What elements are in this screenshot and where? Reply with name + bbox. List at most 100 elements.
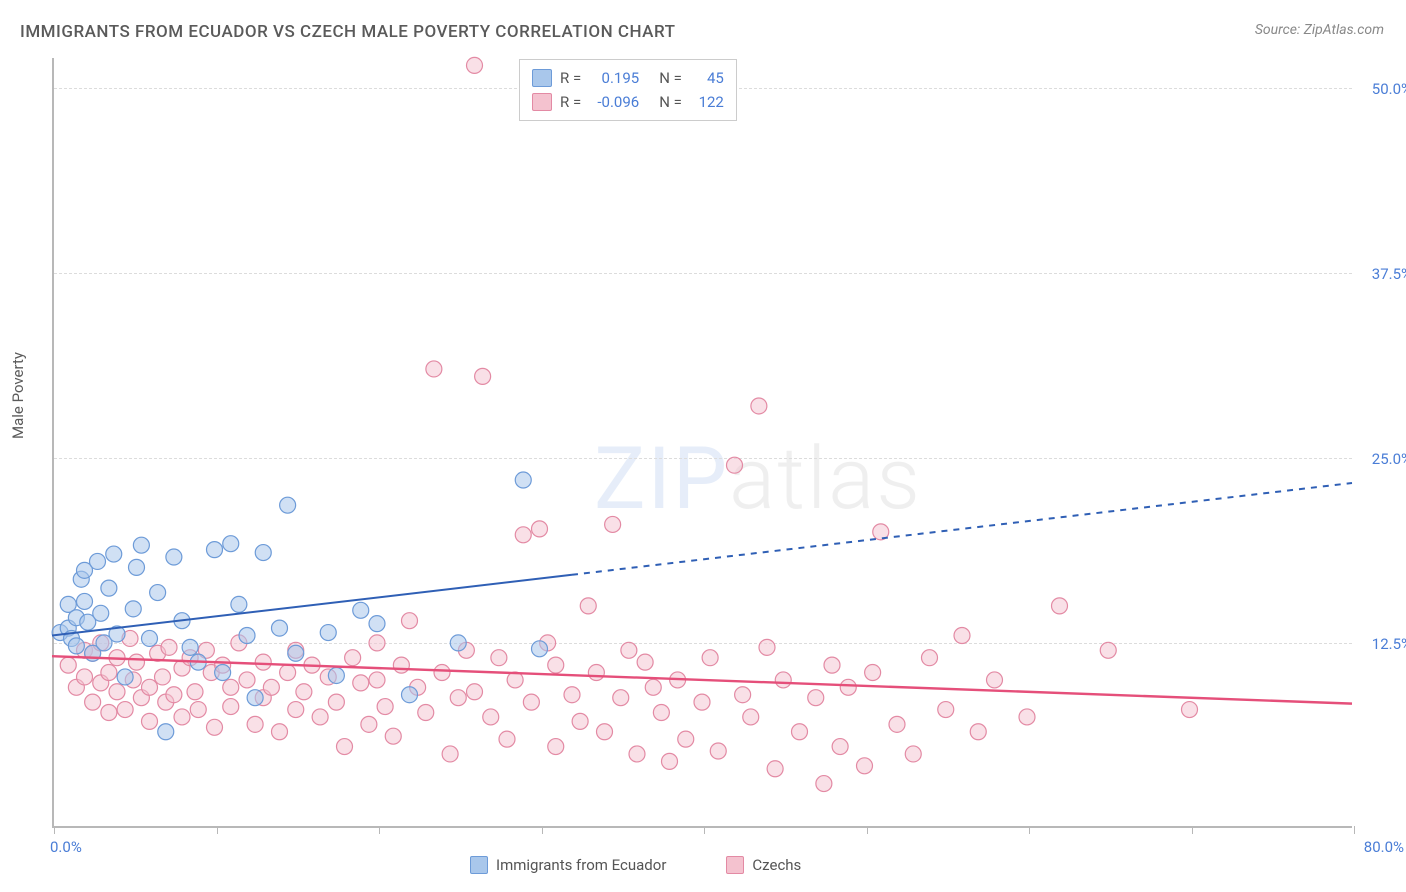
scatter-point xyxy=(255,545,271,561)
scatter-point xyxy=(142,679,158,695)
scatter-point xyxy=(483,709,499,725)
scatter-point xyxy=(223,536,239,552)
scatter-point xyxy=(759,639,775,655)
scatter-point xyxy=(133,537,149,553)
scatter-point xyxy=(605,516,621,532)
scatter-point xyxy=(402,613,418,629)
chart-title: IMMIGRANTS FROM ECUADOR VS CZECH MALE PO… xyxy=(20,22,675,42)
scatter-point xyxy=(125,601,141,617)
scatter-point xyxy=(588,665,604,681)
scatter-point xyxy=(491,650,507,666)
source-attribution: Source: ZipAtlas.com xyxy=(1255,22,1384,38)
scatter-point xyxy=(280,665,296,681)
scatter-point xyxy=(865,665,881,681)
scatter-point xyxy=(393,657,409,673)
scatter-point xyxy=(889,716,905,732)
scatter-point xyxy=(735,687,751,703)
scatter-point xyxy=(68,638,84,654)
scatter-point xyxy=(328,694,344,710)
scatter-point xyxy=(369,635,385,651)
scatter-point xyxy=(840,679,856,695)
scatter-point xyxy=(621,642,637,658)
scatter-point xyxy=(190,702,206,718)
scatter-point xyxy=(1019,709,1035,725)
scatter-point xyxy=(832,739,848,755)
scatter-point xyxy=(467,57,483,73)
scatter-point xyxy=(129,654,145,670)
scatter-point xyxy=(629,746,645,762)
scatter-point xyxy=(426,361,442,377)
legend-item-ecuador: Immigrants from Ecuador xyxy=(470,856,666,874)
scatter-point xyxy=(223,679,239,695)
scatter-point xyxy=(970,724,986,740)
scatter-point xyxy=(653,705,669,721)
legend-item-czechs: Czechs xyxy=(726,856,801,874)
scatter-point xyxy=(101,580,117,596)
scatter-point xyxy=(385,728,401,744)
scatter-point xyxy=(954,628,970,644)
scatter-point xyxy=(402,687,418,703)
scatter-point xyxy=(816,776,832,792)
scatter-point xyxy=(662,753,678,769)
xlim-min-label: 0.0% xyxy=(50,838,82,856)
scatter-point xyxy=(1182,702,1198,718)
scatter-point xyxy=(548,739,564,755)
scatter-point xyxy=(824,657,840,673)
scatter-point xyxy=(637,654,653,670)
ytick-label: 25.0% xyxy=(1372,450,1406,468)
scatter-point xyxy=(117,702,133,718)
scatter-point xyxy=(727,457,743,473)
scatter-point xyxy=(60,657,76,673)
scatter-point xyxy=(369,616,385,632)
scatter-point xyxy=(155,669,171,685)
scatter-point xyxy=(710,743,726,759)
trend-line xyxy=(572,483,1352,575)
scatter-point xyxy=(272,620,288,636)
scatter-point xyxy=(337,739,353,755)
scatter-point xyxy=(345,650,361,666)
scatter-point xyxy=(1052,598,1068,614)
source-label: Source: xyxy=(1255,22,1300,38)
scatter-point xyxy=(272,724,288,740)
scatter-point xyxy=(207,542,223,558)
scatter-point xyxy=(645,679,661,695)
scatter-point xyxy=(532,641,548,657)
legend-swatch-czechs xyxy=(726,856,744,874)
scatter-point xyxy=(296,684,312,700)
legend-bottom: Immigrants from Ecuador Czechs xyxy=(470,856,801,874)
scatter-point xyxy=(247,690,263,706)
scatter-point xyxy=(694,694,710,710)
scatter-point xyxy=(597,724,613,740)
scatter-point xyxy=(467,684,483,700)
xlim-max-label: 80.0% xyxy=(1364,838,1404,856)
scatter-point xyxy=(702,650,718,666)
y-axis-label: Male Poverty xyxy=(9,352,27,439)
scatter-point xyxy=(1100,642,1116,658)
scatter-point xyxy=(263,679,279,695)
scatter-point xyxy=(938,702,954,718)
scatter-point xyxy=(580,598,596,614)
scatter-point xyxy=(548,657,564,673)
scatter-point xyxy=(101,705,117,721)
scatter-point xyxy=(808,690,824,706)
scatter-point xyxy=(532,521,548,537)
scatter-point xyxy=(77,593,93,609)
scatter-point xyxy=(361,716,377,732)
scatter-point xyxy=(207,719,223,735)
scatter-point xyxy=(166,549,182,565)
scatter-point xyxy=(280,497,296,513)
scatter-point xyxy=(161,639,177,655)
scatter-point xyxy=(475,368,491,384)
chart-svg xyxy=(52,58,1352,828)
scatter-point xyxy=(418,705,434,721)
ytick-label: 37.5% xyxy=(1372,265,1406,283)
scatter-point xyxy=(353,675,369,691)
scatter-point xyxy=(613,690,629,706)
scatter-point xyxy=(255,654,271,670)
scatter-point xyxy=(515,527,531,543)
scatter-point xyxy=(129,559,145,575)
scatter-point xyxy=(857,758,873,774)
ytick-label: 50.0% xyxy=(1372,80,1406,98)
scatter-point xyxy=(239,628,255,644)
scatter-point xyxy=(353,602,369,618)
